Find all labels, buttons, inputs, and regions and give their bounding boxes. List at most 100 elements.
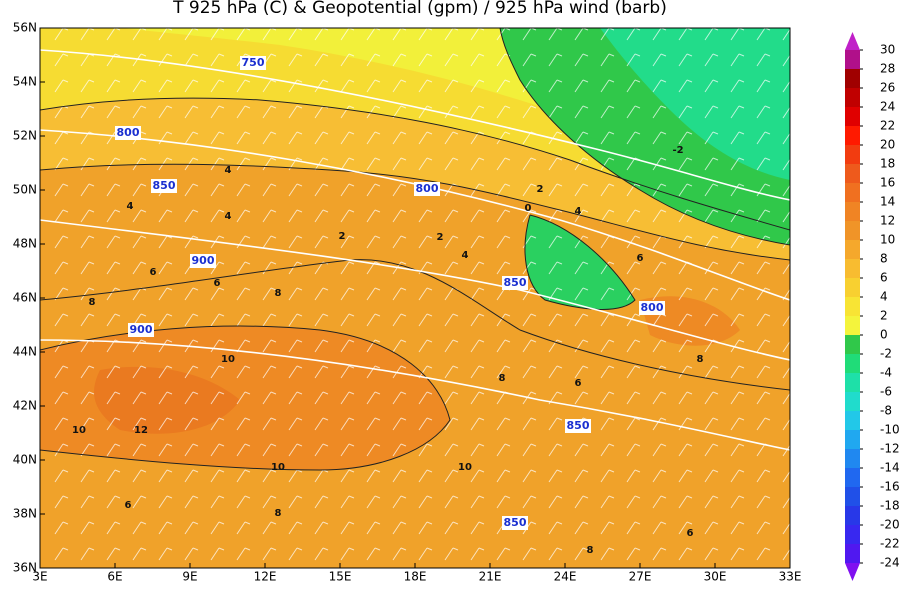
wind-barb	[704, 417, 719, 431]
wind-barb	[522, 105, 537, 119]
wind-barb	[132, 495, 147, 509]
geopotential-label: 800	[641, 301, 664, 314]
wind-barb	[288, 365, 303, 379]
wind-barb	[418, 417, 433, 431]
wind-barb	[652, 105, 667, 119]
wind-barb	[158, 209, 173, 223]
geopotential-label: 850	[153, 179, 176, 192]
wind-barb	[600, 183, 615, 197]
temperature-label: 4	[575, 206, 582, 217]
field-orange-warm	[40, 326, 450, 470]
wind-barb	[600, 495, 615, 509]
wind-barb	[496, 313, 511, 327]
wind-barb	[704, 105, 719, 119]
wind-barb	[54, 391, 69, 405]
wind-barb	[54, 417, 69, 431]
wind-barb	[652, 209, 667, 223]
lon-tick-label: 21E	[479, 570, 502, 584]
wind-barb	[340, 209, 355, 223]
wind-barb	[730, 105, 745, 119]
wind-barb	[522, 469, 537, 483]
wind-barb	[704, 261, 719, 275]
wind-barb	[548, 183, 563, 197]
wind-barb	[262, 79, 277, 93]
wind-barb	[106, 443, 121, 457]
wind-barb	[80, 495, 95, 509]
geopotential-label: 850	[504, 516, 527, 529]
wind-barb	[600, 131, 615, 145]
wind-barb	[340, 183, 355, 197]
wind-barb	[54, 157, 69, 171]
wind-barb	[756, 313, 771, 327]
wind-barb	[626, 261, 641, 275]
wind-barb	[522, 157, 537, 171]
colorbar-label: -12	[880, 442, 900, 456]
wind-barb	[652, 391, 667, 405]
wind-barb	[444, 417, 459, 431]
wind-barb	[392, 313, 407, 327]
colorbar-label: 8	[880, 252, 888, 266]
wind-barb	[548, 521, 563, 535]
wind-barb	[548, 235, 563, 249]
wind-barb	[756, 261, 771, 275]
wind-barb	[288, 391, 303, 405]
wind-barb	[704, 53, 719, 67]
wind-barb	[262, 547, 277, 561]
colorbar-band	[845, 544, 860, 563]
wind-barb	[574, 261, 589, 275]
wind-barb	[54, 547, 69, 561]
wind-barb	[652, 547, 667, 561]
geopotential-label: 850	[504, 276, 527, 289]
wind-barb	[444, 131, 459, 145]
wind-barb	[756, 365, 771, 379]
wind-barb	[262, 183, 277, 197]
wind-barb	[704, 365, 719, 379]
wind-barb	[262, 287, 277, 301]
lat-tick-label: 38N	[13, 507, 37, 521]
wind-barb	[522, 495, 537, 509]
wind-barb	[470, 339, 485, 353]
wind-barb	[54, 183, 69, 197]
lat-tick-label: 52N	[13, 129, 37, 143]
lon-tick-label: 27E	[629, 570, 652, 584]
label-box	[639, 301, 665, 315]
wind-barb	[54, 79, 69, 93]
colorbar-label: -14	[880, 461, 900, 475]
wind-barb	[262, 261, 277, 275]
wind-barb	[236, 443, 251, 457]
wind-barb	[158, 131, 173, 145]
wind-barb	[340, 287, 355, 301]
wind-barb	[54, 261, 69, 275]
wind-barb	[158, 521, 173, 535]
wind-barb	[418, 79, 433, 93]
wind-barb	[626, 391, 641, 405]
wind-barb	[704, 313, 719, 327]
wind-barb	[80, 209, 95, 223]
wind-barb	[210, 209, 225, 223]
wind-barb	[158, 79, 173, 93]
wind-barb	[730, 443, 745, 457]
wind-barb	[470, 261, 485, 275]
wind-barb	[574, 495, 589, 509]
wind-barb	[730, 183, 745, 197]
wind-barb	[262, 235, 277, 249]
wind-barb	[210, 313, 225, 327]
temperature-label: 2	[437, 232, 444, 243]
temperature-label: 12	[134, 425, 148, 436]
wind-barb	[392, 183, 407, 197]
wind-barb	[106, 105, 121, 119]
wind-barb	[756, 183, 771, 197]
colorbar-label: -6	[880, 385, 892, 399]
wind-barb	[54, 209, 69, 223]
colorbar-band	[845, 430, 860, 449]
wind-barb	[236, 313, 251, 327]
wind-barb	[210, 157, 225, 171]
wind-barb	[548, 495, 563, 509]
wind-barb	[626, 365, 641, 379]
wind-barb	[444, 443, 459, 457]
wind-barb	[522, 53, 537, 67]
contour-labels: 750 800 850 800 900 900 850 800 850 850 -2 2 4 4 4 2 2 4 0…	[72, 56, 704, 556]
wind-barb	[600, 443, 615, 457]
colorbar-label: -2	[880, 347, 892, 361]
